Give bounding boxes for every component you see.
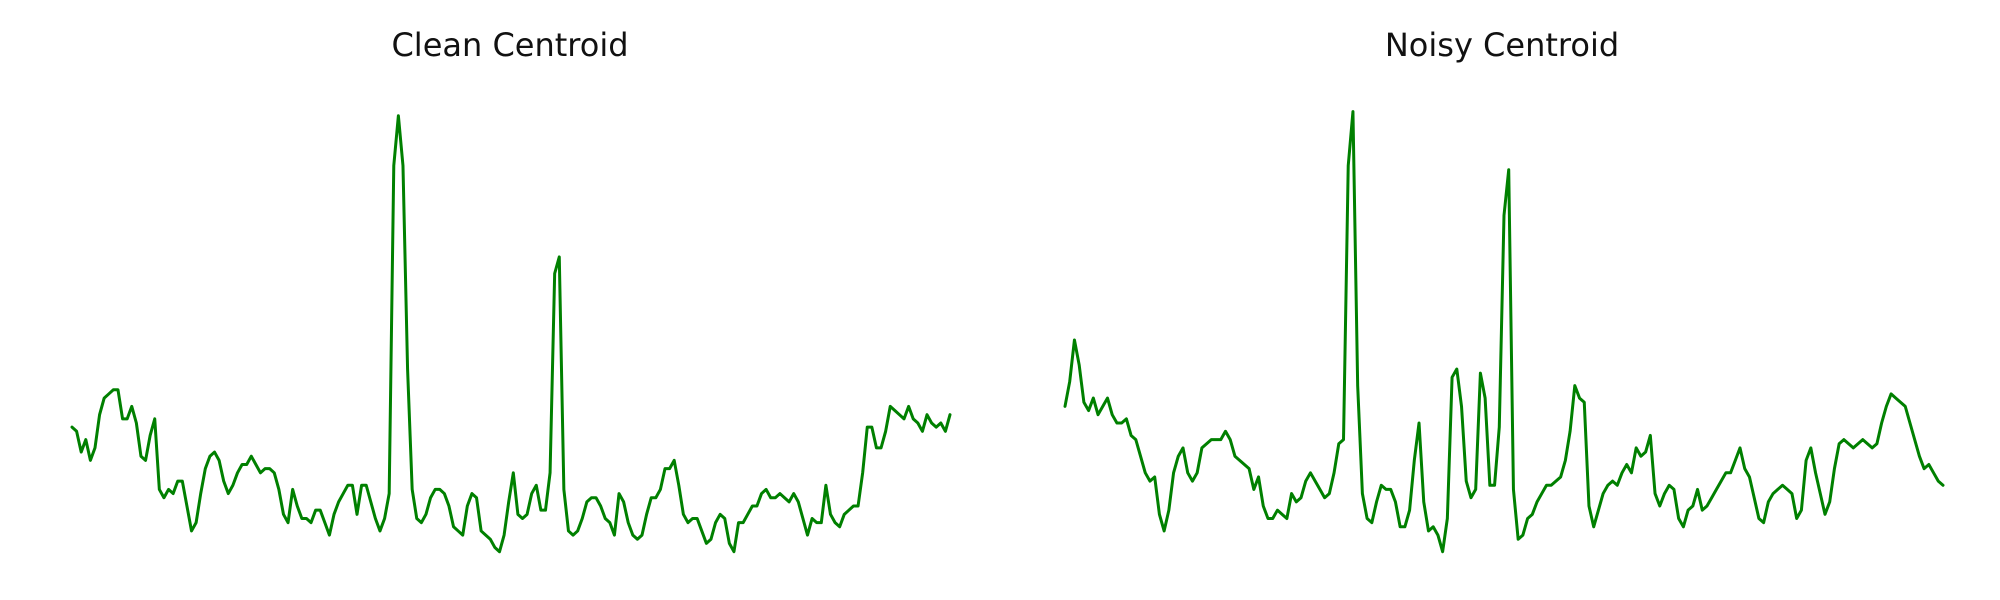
chart-title-noisy-centroid: Noisy Centroid <box>1384 26 1620 64</box>
chart-title-clean-centroid: Clean Centroid <box>391 26 629 64</box>
noisy-centroid-plot <box>1063 110 1945 554</box>
series-line-1-0 <box>1063 110 1945 554</box>
clean-centroid-plot <box>70 114 952 554</box>
series-line-0-0 <box>70 114 952 554</box>
